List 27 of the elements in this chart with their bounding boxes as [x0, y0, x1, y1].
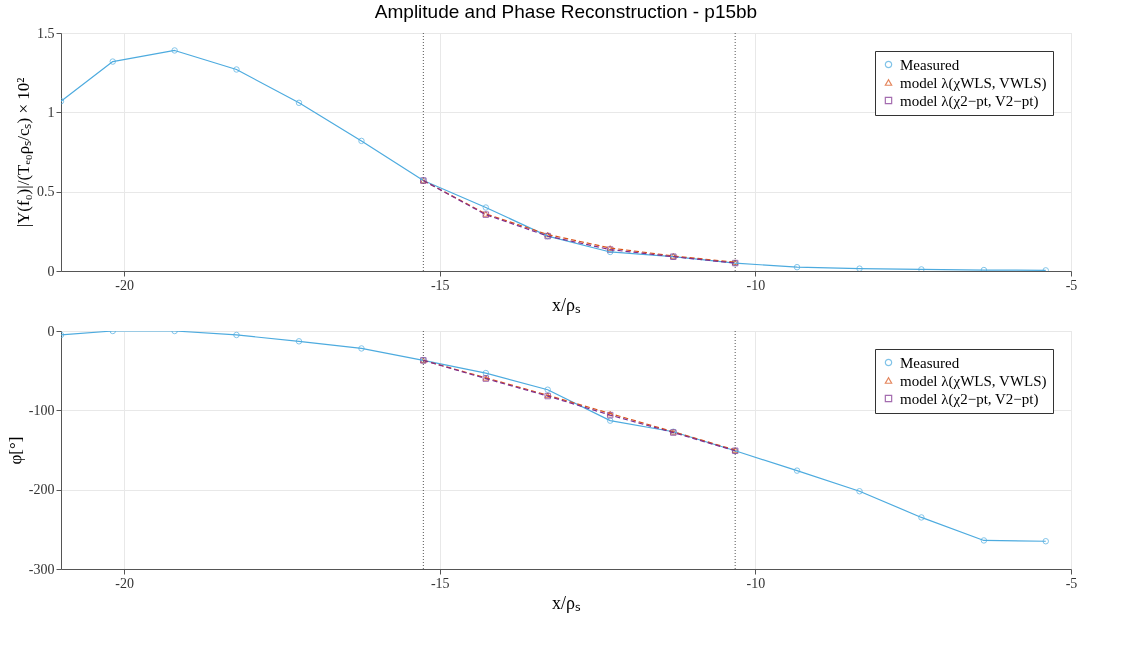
y-tick-label: 0.5: [37, 184, 55, 200]
legend-label: Measured: [900, 56, 960, 73]
legend-label: model λ(χWLS, VWLS): [900, 74, 1047, 92]
x-tick-label: -5: [1065, 575, 1078, 591]
y-tick-label: -200: [28, 482, 55, 498]
y-axis-title: |Y(f₀)|/(Tₑ₀ρₛ/cₛ) × 10²: [14, 77, 33, 228]
y-tick-label: 0: [47, 323, 55, 339]
legend-label: model λ(χWLS, VWLS): [900, 372, 1047, 390]
x-tick-label: -15: [430, 277, 450, 293]
x-tick-label: -15: [430, 575, 450, 591]
x-axis-title: x/ρₛ: [552, 592, 581, 613]
y-tick-label: 0: [47, 263, 55, 279]
y-tick-label: 1: [47, 104, 55, 120]
y-axis-title: φ[°]: [5, 436, 25, 465]
x-tick-label: -20: [115, 277, 134, 293]
x-tick-label: -10: [746, 277, 766, 293]
x-tick-label: -20: [115, 575, 134, 591]
y-tick-label: 1.5: [37, 25, 55, 41]
x-tick-label: -10: [746, 575, 766, 591]
legend-label: model λ(χ2−pt, V2−pt): [900, 390, 1039, 408]
x-tick-label: -5: [1065, 277, 1078, 293]
x-axis-title: x/ρₛ: [552, 294, 581, 315]
legend-label: Measured: [900, 354, 960, 371]
chart-title: Amplitude and Phase Reconstruction - p15bb: [374, 1, 758, 22]
y-tick-label: -300: [28, 561, 55, 577]
y-tick-label: -100: [28, 402, 55, 418]
legend-label: model λ(χ2−pt, V2−pt): [900, 92, 1039, 110]
